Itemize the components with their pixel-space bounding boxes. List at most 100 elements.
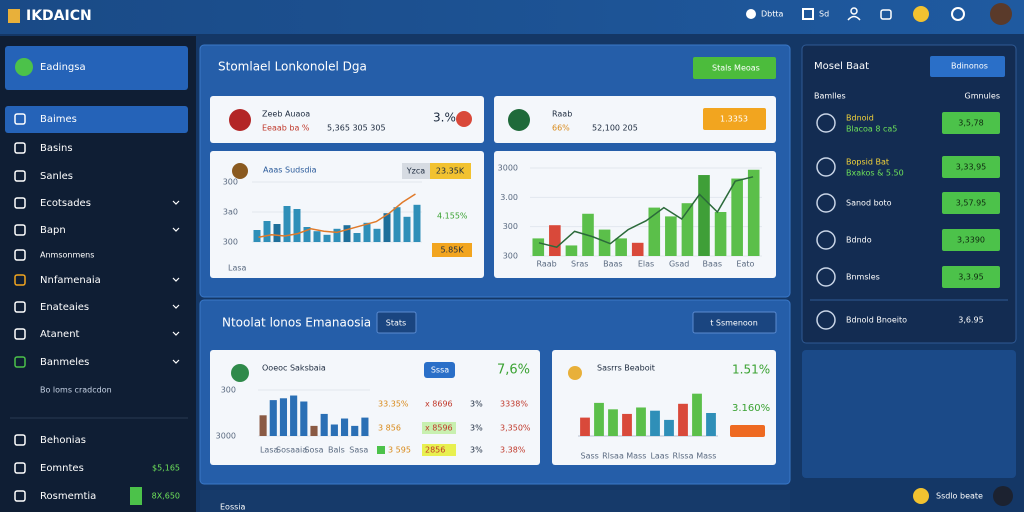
value-button[interactable] — [942, 266, 1000, 288]
row-label: Bnmsles — [846, 273, 880, 282]
x-label: Mass — [626, 452, 646, 461]
menu-item[interactable]: Atanent — [40, 329, 80, 340]
x-label: Rlsaa — [602, 452, 624, 461]
avatar[interactable] — [990, 3, 1012, 25]
bar — [594, 402, 604, 436]
bar — [293, 209, 301, 242]
bar — [549, 225, 561, 256]
side-panel — [802, 350, 1016, 478]
x-label: Elas — [638, 260, 654, 269]
bar — [303, 227, 311, 242]
chevron — [172, 227, 180, 232]
bar — [363, 222, 371, 242]
bar — [692, 393, 702, 436]
header-link[interactable]: Dbtta — [761, 10, 784, 19]
row-value: 3,57.95 — [956, 199, 987, 208]
bar — [353, 233, 361, 242]
row-icon — [816, 157, 836, 177]
x-label: Sasa — [349, 446, 368, 455]
bar — [731, 178, 743, 256]
menu-item[interactable]: Behonias — [40, 435, 86, 446]
card-detail: 52,100 205 — [592, 124, 638, 133]
icon[interactable] — [746, 9, 756, 19]
row-icon — [816, 310, 836, 330]
menu-icon — [14, 301, 26, 313]
bar — [330, 424, 338, 436]
menu-item[interactable]: Basins — [40, 143, 73, 154]
icon[interactable] — [913, 488, 929, 504]
pill — [432, 243, 472, 257]
bar — [273, 224, 281, 242]
menu-item[interactable]: Sanles — [40, 171, 73, 182]
value-button[interactable] — [942, 229, 1000, 251]
menu-item[interactable]: Banmeles — [40, 357, 89, 368]
button[interactable] — [703, 108, 766, 130]
bar — [403, 216, 411, 242]
bar — [323, 234, 331, 242]
icon[interactable] — [802, 8, 814, 20]
icon[interactable] — [993, 486, 1013, 506]
settings-icon[interactable] — [951, 7, 965, 21]
row-icon — [816, 267, 836, 287]
panel-title: Mosel Baat — [814, 61, 869, 72]
pill[interactable] — [424, 362, 455, 378]
bar — [361, 417, 369, 436]
menu-item[interactable]: Bapn — [40, 225, 66, 236]
menu-item[interactable]: Rosmemtia — [40, 491, 96, 502]
menu-highlight[interactable] — [5, 106, 188, 133]
chart-title: Aaas Sudsdia — [263, 166, 317, 175]
sidebar-footer: Behonias Eomntes $5,165 Rosmemtia 8X,650 — [14, 434, 180, 505]
row-label: Bopsid Bat — [846, 158, 889, 167]
notification-icon[interactable] — [913, 6, 929, 22]
row-icon — [816, 193, 836, 213]
bar — [300, 401, 308, 436]
bar — [333, 228, 341, 242]
bar — [313, 231, 321, 242]
button[interactable] — [376, 311, 417, 334]
top-bar — [0, 0, 1024, 34]
menu-item[interactable]: Baimes — [40, 114, 77, 125]
menu-icon — [14, 224, 26, 236]
chevron — [172, 304, 180, 309]
y-label: 300 — [503, 252, 518, 261]
menu-icon — [14, 142, 26, 154]
bar — [263, 221, 271, 242]
menu-item[interactable]: Anmsonmens — [40, 251, 94, 260]
menu-item[interactable]: Enateaies — [40, 302, 89, 313]
menu-icon — [14, 249, 26, 261]
sidebar-top[interactable] — [5, 46, 188, 90]
x-label: Sass — [581, 452, 599, 461]
card-sub: 66% — [552, 124, 570, 133]
bottom-label: Eossia — [220, 503, 246, 512]
logo: IKDAICN — [26, 8, 92, 24]
bar — [598, 229, 611, 256]
x-label: Bals — [328, 446, 345, 455]
stat-table: 33.35% x 8696 3% 3338% 3 856 x 8596 3% 3,350% 3 … — [377, 400, 531, 456]
menu-item[interactable]: Ecotsades — [40, 198, 91, 209]
menu-icon — [14, 434, 26, 446]
progress — [730, 425, 765, 437]
lock-icon[interactable] — [880, 9, 892, 20]
panel-title: Stomlael Lonkonolel Dga — [218, 60, 367, 74]
pill-value: 23.35K — [436, 167, 465, 176]
user-icon[interactable] — [850, 7, 858, 15]
header-link[interactable]: Sd — [819, 10, 829, 19]
row-label: Bdnold Bnoeito — [846, 316, 907, 325]
trend-line — [538, 176, 754, 249]
value-button[interactable] — [942, 112, 1000, 134]
button[interactable] — [693, 57, 776, 79]
button[interactable] — [692, 311, 777, 334]
bar — [343, 225, 351, 242]
button[interactable] — [930, 56, 1005, 77]
value-button[interactable] — [942, 156, 1000, 178]
value-button[interactable] — [942, 192, 1000, 214]
chart-stat: 1.51% — [732, 363, 770, 377]
button-label: Bdinonos — [951, 62, 988, 71]
button-label: 1.3353 — [720, 115, 748, 124]
bar — [678, 403, 688, 436]
bar — [269, 400, 277, 436]
column-header: Gmnules — [965, 92, 1000, 101]
menu-item[interactable]: Eomntes — [40, 463, 84, 474]
menu-item[interactable]: Nnfamenaia — [40, 275, 101, 286]
button-label: Stats — [386, 319, 406, 328]
